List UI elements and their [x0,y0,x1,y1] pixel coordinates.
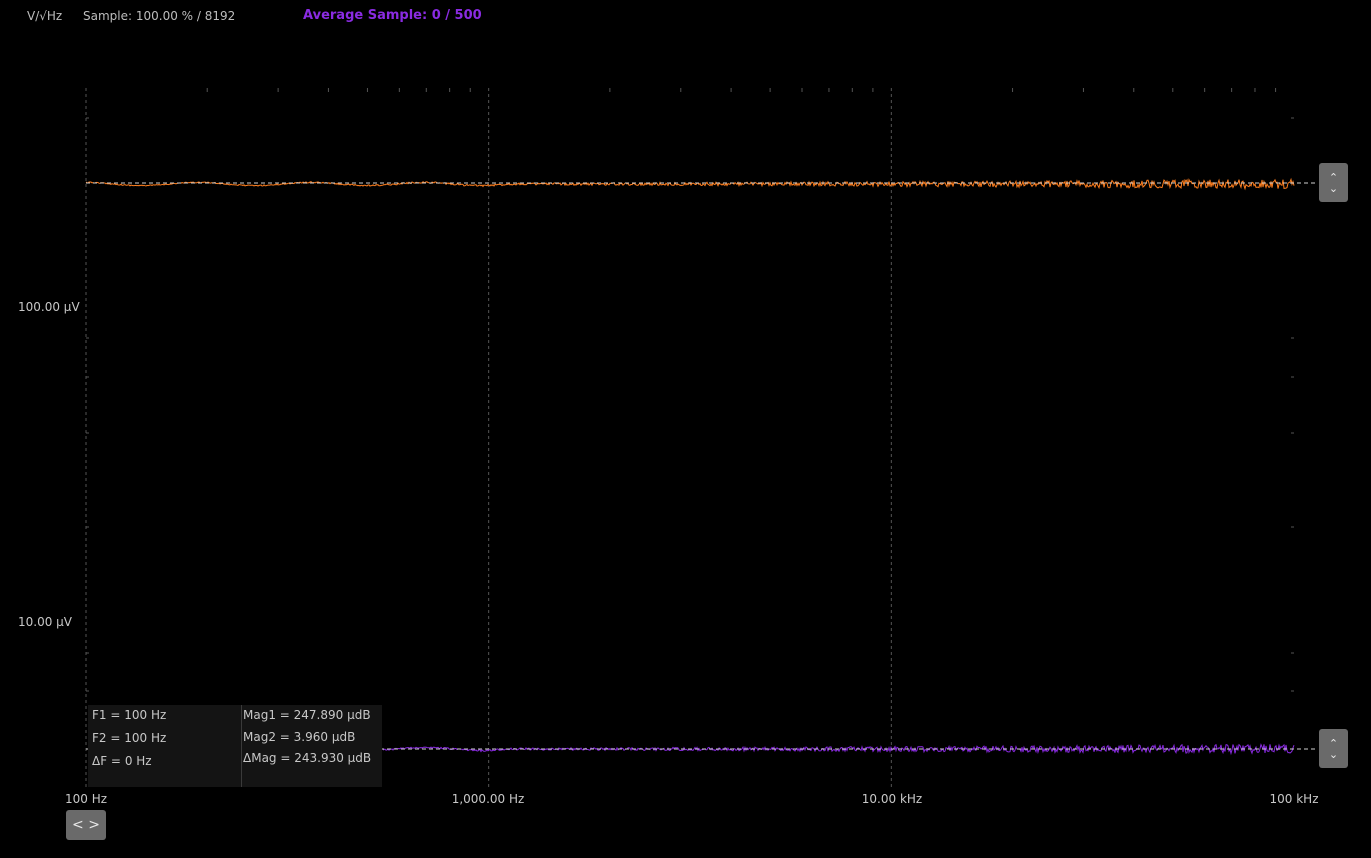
chevron-up-icon: ⌃ [1328,170,1339,184]
pan-button[interactable]: < > [66,810,106,840]
y-axis-label-100uv: 100.00 µV [18,300,80,314]
mag2-label: Mag2 = [243,730,290,744]
delta-mag-readout: ΔMag = 243.930 µdB [243,751,371,765]
trace2-scroll-button[interactable]: ⌃ ⌄ [1319,729,1348,768]
f2-value: 100 Hz [124,731,167,745]
delta-f-label: ΔF = [92,754,121,768]
x-axis-label-10khz: 10.00 kHz [861,792,923,806]
pan-left-right-icon: < > [72,817,100,833]
chevron-down-icon: ⌄ [1328,747,1339,761]
mag1-readout: Mag1 = 247.890 µdB [243,708,371,722]
trace-channel-1 [85,177,1295,191]
f2-readout: F2 = 100 Hz [92,731,166,745]
delta-mag-label: ΔMag = [243,751,291,765]
f2-label: F2 = [92,731,121,745]
delta-f-readout: ΔF = 0 Hz [92,754,152,768]
chevron-down-icon: ⌄ [1328,181,1339,195]
x-axis-label-1khz: 1,000.00 Hz [451,792,525,806]
x-axis-label-100hz: 100 Hz [64,792,108,806]
f1-readout: F1 = 100 Hz [92,708,166,722]
x-axis-label-100khz: 100 kHz [1269,792,1319,806]
delta-mag-value: 243.930 µdB [294,751,372,765]
unit-label: V/√Hz [27,9,63,23]
f1-label: F1 = [92,708,121,722]
plot-grid [85,88,1294,787]
mag1-label: Mag1 = [243,708,290,722]
mag2-readout: Mag2 = 3.960 µdB [243,730,355,744]
mag2-value: 3.960 µdB [293,730,356,744]
panel-divider [241,705,242,787]
mag1-value: 247.890 µdB [293,708,371,722]
delta-f-value: 0 Hz [124,754,152,768]
average-sample-status: Average Sample: 0 / 500 [303,8,482,23]
cursor-readout-panel: F1 = 100 Hz F2 = 100 Hz ΔF = 0 Hz Mag1 =… [88,705,382,787]
y-axis-label-10uv: 10.00 µV [18,615,73,629]
sample-status: Sample: 100.00 % / 8192 [83,9,236,23]
chevron-up-icon: ⌃ [1328,736,1339,750]
f1-value: 100 Hz [124,708,167,722]
trace1-scroll-button[interactable]: ⌃ ⌄ [1319,163,1348,202]
